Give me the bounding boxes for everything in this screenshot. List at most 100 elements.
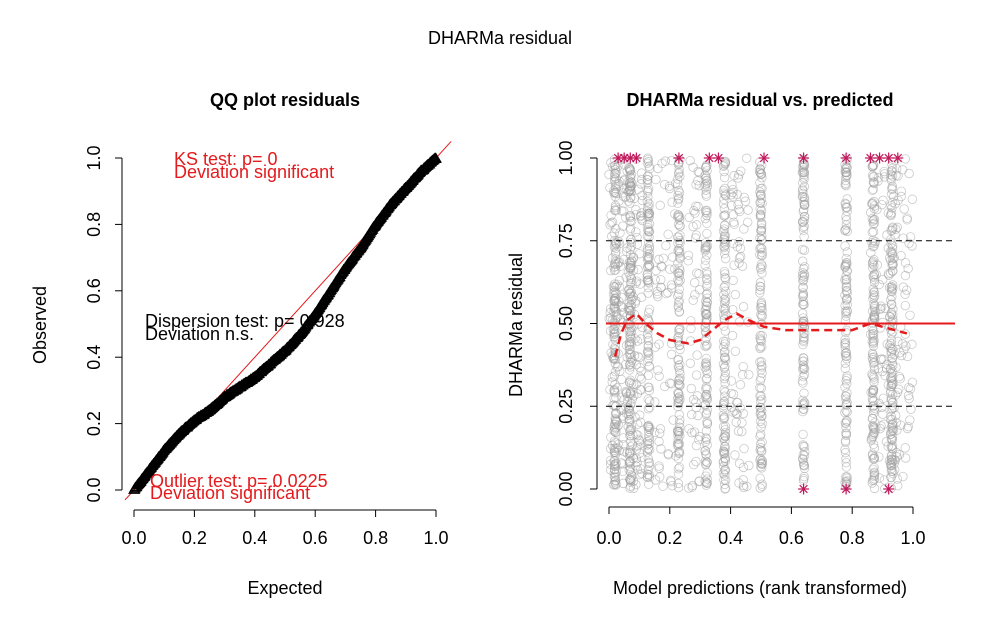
residual-point <box>755 204 765 214</box>
residual-point <box>605 444 616 454</box>
residual-point <box>904 238 914 248</box>
residual-point <box>613 420 624 431</box>
residual-point <box>626 277 636 287</box>
residual-point <box>896 186 907 197</box>
residual-point <box>720 253 731 264</box>
residual-point <box>905 384 916 394</box>
residual-point <box>755 302 766 313</box>
residual-point <box>611 466 622 477</box>
residual-point <box>614 282 625 292</box>
residual-point <box>887 444 898 454</box>
residual-point <box>605 459 616 470</box>
outlier-star <box>624 152 636 164</box>
residual-point <box>674 289 684 299</box>
residual-point <box>719 160 729 170</box>
residual-point <box>674 271 685 281</box>
qq-plot-title: QQ plot residuals <box>210 90 360 110</box>
residual-point <box>867 198 878 208</box>
residual-point <box>886 427 896 437</box>
residual-point <box>674 328 684 338</box>
residual-point <box>737 426 747 437</box>
residual-point <box>720 210 730 220</box>
residual-point <box>701 304 711 314</box>
residual-point <box>608 281 619 292</box>
residual-point <box>614 275 625 286</box>
residual-point <box>900 329 911 339</box>
residual-point <box>618 411 628 421</box>
residual-point <box>635 417 646 427</box>
residual-point <box>643 155 653 165</box>
residual-point <box>876 354 887 364</box>
residual-point <box>878 317 888 328</box>
residual-point <box>625 198 635 208</box>
residual-point <box>606 218 616 228</box>
residual-point <box>719 241 729 251</box>
residual-point <box>900 453 911 463</box>
residual-point <box>626 177 636 187</box>
residual-point <box>623 403 634 413</box>
residual-point <box>738 462 749 473</box>
residual-point <box>905 415 915 425</box>
residual-point <box>654 463 664 473</box>
residual-point <box>655 472 665 482</box>
residual-point <box>674 164 684 175</box>
residual-point <box>737 418 747 428</box>
residual-point <box>720 293 731 303</box>
residual-point <box>632 336 643 346</box>
residual-point <box>667 480 677 491</box>
residual-point <box>893 336 903 347</box>
residual-point <box>894 371 905 382</box>
residual-point <box>879 475 890 485</box>
residual-point <box>643 277 653 287</box>
residual-point <box>644 422 655 433</box>
residual-point <box>610 438 621 448</box>
outlier-test-text: Outlier test: p= 0.0225 <box>150 471 328 491</box>
residual-point <box>702 273 712 284</box>
residual-point <box>799 211 810 222</box>
residual-point <box>718 161 729 171</box>
residual-point <box>632 389 643 399</box>
residual-point <box>898 471 908 482</box>
residual-point <box>841 271 851 281</box>
residual-point <box>718 446 729 456</box>
residual-point <box>701 433 711 443</box>
residual-point <box>755 383 765 393</box>
residual-point <box>613 258 624 268</box>
residual-point <box>656 444 666 454</box>
residual-point <box>735 403 745 413</box>
residual-point <box>720 479 730 490</box>
residual-point <box>720 436 730 446</box>
residual-point <box>720 296 731 306</box>
residual-point <box>691 440 702 451</box>
residual-point <box>615 366 625 377</box>
residual-point <box>649 427 660 438</box>
residual-point <box>701 172 712 182</box>
residual-point <box>670 209 680 219</box>
residual-point <box>701 450 711 460</box>
residual-point <box>690 289 700 300</box>
residual-point <box>720 431 731 441</box>
residual-point <box>718 403 729 413</box>
residual-quantile-curve <box>613 311 908 357</box>
residual-point <box>611 298 622 308</box>
residual-point <box>624 341 634 351</box>
residual-point <box>739 224 749 234</box>
residual-point <box>633 264 643 275</box>
ks-test-text: KS test: p= 0 <box>174 149 278 169</box>
residual-point <box>618 478 628 489</box>
residual-point <box>867 388 878 399</box>
residual-x-tick-label: 0.2 <box>657 528 682 548</box>
residual-point <box>734 237 744 247</box>
residual-point <box>890 455 901 465</box>
residual-point <box>883 380 894 390</box>
residual-point <box>757 463 767 473</box>
residual-point <box>650 342 661 352</box>
residual-point <box>626 273 636 283</box>
residual-point <box>867 227 878 238</box>
residual-point <box>691 397 701 407</box>
residual-y-tick-label: 0.00 <box>556 471 576 506</box>
residual-point <box>755 197 765 207</box>
residual-point <box>869 475 879 485</box>
residual-point <box>840 477 850 487</box>
outlier-star <box>798 483 810 495</box>
